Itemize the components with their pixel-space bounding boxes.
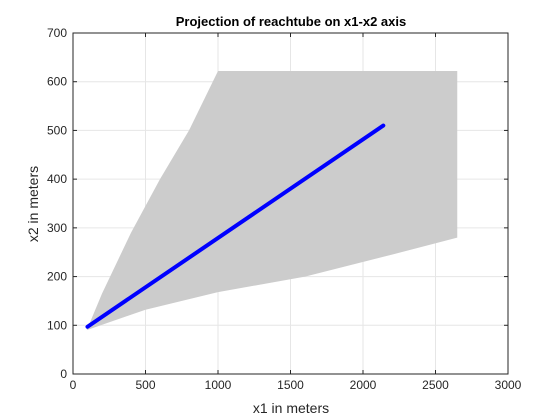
x-axis-label: x1 in meters bbox=[253, 400, 329, 416]
x-tick-label: 2500 bbox=[422, 378, 449, 392]
x-tick-label: 1500 bbox=[277, 378, 304, 392]
x-tick-label: 0 bbox=[70, 378, 77, 392]
y-tick-label: 600 bbox=[47, 75, 67, 89]
x-tick-label: 1000 bbox=[205, 378, 232, 392]
y-tick-label: 500 bbox=[47, 123, 67, 137]
chart-title: Projection of reachtube on x1-x2 axis bbox=[176, 14, 406, 29]
x-tick-label: 2000 bbox=[350, 378, 377, 392]
x-tick-label: 3000 bbox=[495, 378, 522, 392]
x-tick-label: 500 bbox=[135, 378, 155, 392]
y-tick-label: 700 bbox=[47, 26, 67, 40]
y-tick-label: 100 bbox=[47, 318, 67, 332]
y-tick-label: 200 bbox=[47, 270, 67, 284]
y-tick-label: 400 bbox=[47, 172, 67, 186]
y-tick-label: 300 bbox=[47, 221, 67, 235]
y-axis-label: x2 in meters bbox=[25, 166, 41, 242]
y-tick-label: 0 bbox=[60, 367, 67, 381]
